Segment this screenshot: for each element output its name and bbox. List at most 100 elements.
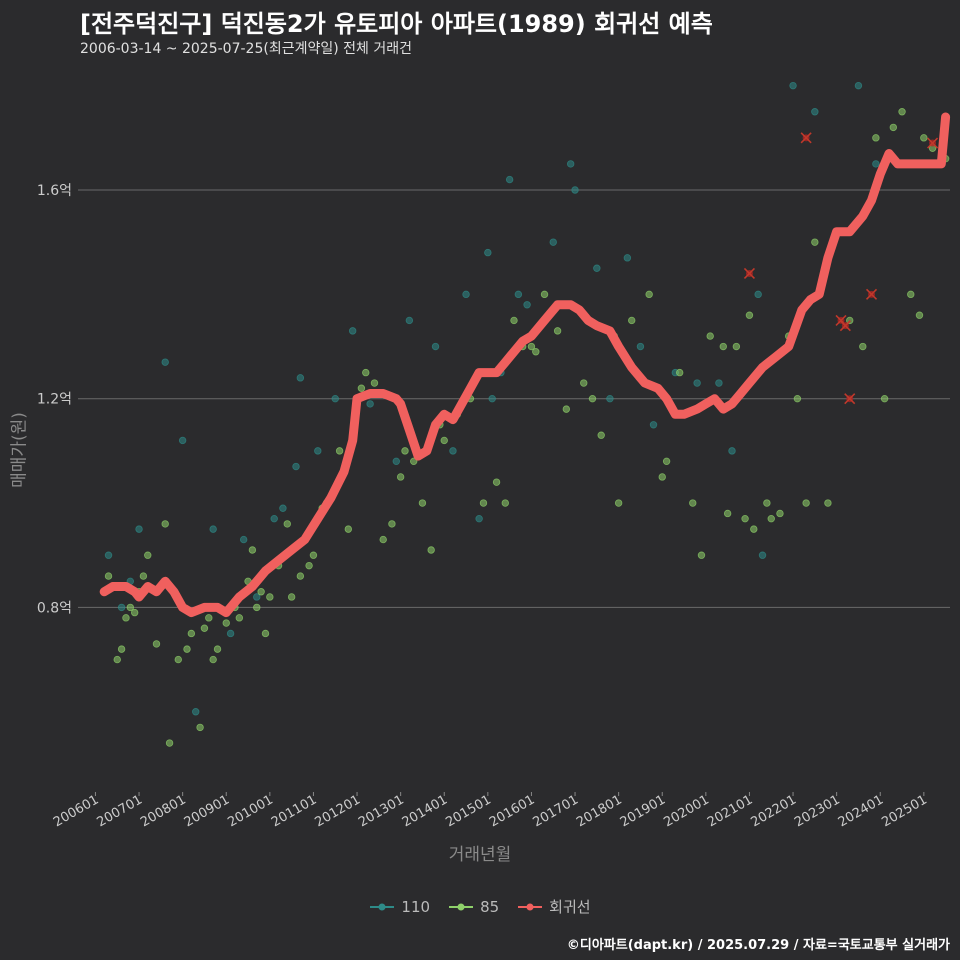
data-point [628,316,636,325]
data-point [675,368,684,377]
chart-title: [전주덕진구] 덕진동2가 유토피아 아파트(1989) 회귀선 예측 [80,10,713,38]
data-point [209,525,217,533]
data-point [741,514,749,523]
y-tick-label: 1.6억 [37,183,72,199]
x-axis-label: 거래년월 [448,845,512,865]
data-point [802,499,810,507]
grid-lines [78,189,950,608]
data-point [719,342,727,351]
y-axis-label: 매매가(원) [2,412,32,488]
legend-key-85 [449,903,474,910]
legend-label-regression: 회귀선 [549,898,591,916]
data-point [697,551,706,559]
data-point [824,499,832,507]
x-tick-label: 201601 [487,792,537,830]
data-point [344,525,353,533]
data-point [396,473,405,481]
data-point [571,186,579,194]
data-point [549,238,557,246]
data-point [296,374,305,382]
data-point [335,447,344,455]
data-point [126,603,135,612]
data-point [789,81,797,90]
data-point [689,499,697,507]
data-point [514,290,523,299]
data-point [580,379,588,387]
data-point [484,248,492,257]
x-tick-label: 202301 [792,792,842,830]
data-point [920,134,928,142]
data-point [178,436,187,445]
data-point [279,504,287,512]
data-point [723,509,732,518]
data-point [257,588,265,596]
data-point [532,348,540,356]
legend-key-regression [518,903,543,910]
data-point [152,640,161,648]
data-point [427,546,435,554]
data-point [859,342,867,351]
x-axis-ticks: 2006012007012008012009012010012011012012… [51,792,930,830]
legend-label-85: 85 [480,897,500,916]
data-point [763,499,771,507]
data-point [418,499,427,507]
data-point [235,614,244,622]
data-point [649,421,658,429]
data-point [266,593,274,601]
x-tick-label: 202001 [661,792,711,830]
data-point [161,358,169,366]
data-point [898,108,906,116]
data-point [348,327,357,335]
data-point [209,655,217,664]
data-point [122,614,130,622]
data-point [597,431,605,439]
data-point [510,316,518,325]
data-point [104,572,113,580]
data-point [636,342,645,351]
data-point [492,478,501,486]
data-point [527,342,536,351]
data-point [196,723,204,732]
data-point [117,603,126,612]
data-point [431,342,440,351]
data-point [811,108,819,116]
legend-item-110[interactable]: 110 [369,896,430,917]
data-point [379,535,387,544]
data-point [758,551,767,559]
data-point [165,739,174,747]
y-axis-label-text: 매매가(원) [9,412,30,488]
legend-item-regression[interactable]: 회귀선 [517,896,591,917]
data-point [475,514,483,523]
y-tick-label: 1.2억 [37,392,72,408]
legend-item-85[interactable]: 85 [448,896,499,917]
data-point [732,342,741,351]
data-point [239,535,248,544]
data-point [623,254,632,262]
data-point [614,499,623,507]
data-point [505,175,514,184]
data-point [205,614,213,622]
data-point [449,447,457,455]
data-point [161,520,169,528]
outlier-point [743,267,756,280]
x-tick-label: 200601 [51,792,101,830]
data-point [728,447,736,455]
data-point [104,551,113,559]
legend-label-110: 110 [401,897,431,916]
data-point [488,394,496,403]
x-tick-label: 201001 [225,792,275,830]
data-point [292,462,300,471]
data-point [501,499,509,507]
credit-text: ©디아파트(dapt.kr) / 2025.07.29 / 자료=국토교통부 실… [566,938,950,953]
regression-path [99,112,951,618]
y-axis-ticks: 0.8억 1.2억 1.6억 [37,183,72,616]
data-point [357,384,366,392]
data-point [388,520,396,528]
data-point [907,290,915,299]
x-tick-label: 201301 [356,792,406,830]
x-tick-label: 202501 [879,792,929,830]
x-tick-label: 202201 [749,792,799,830]
data-point [645,290,653,299]
data-point [462,290,470,299]
